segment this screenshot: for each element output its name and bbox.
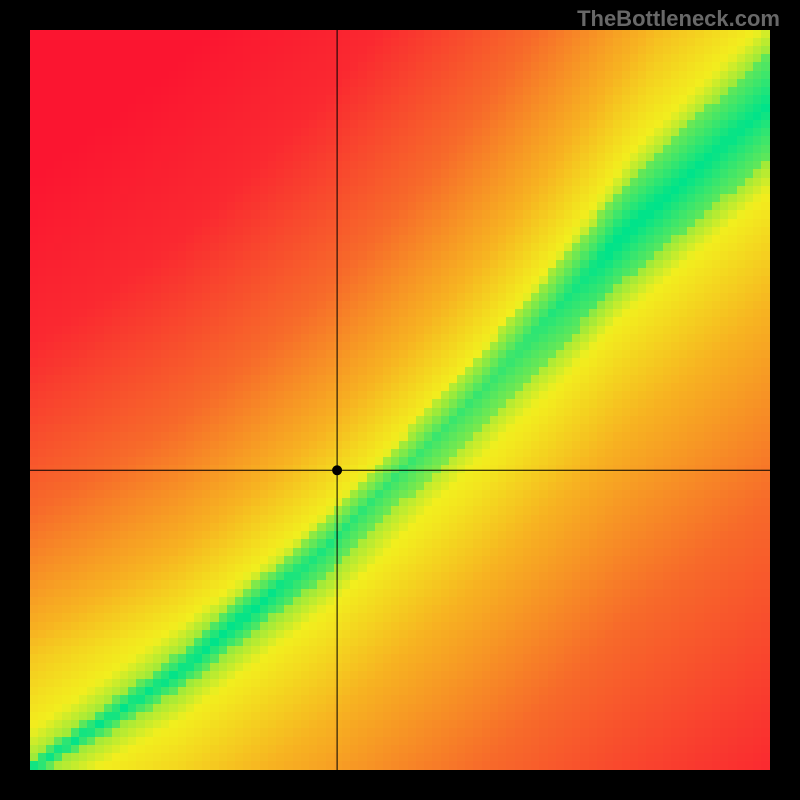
watermark-text: TheBottleneck.com	[577, 6, 780, 32]
heatmap-canvas	[30, 30, 770, 770]
plot-area	[30, 30, 770, 770]
